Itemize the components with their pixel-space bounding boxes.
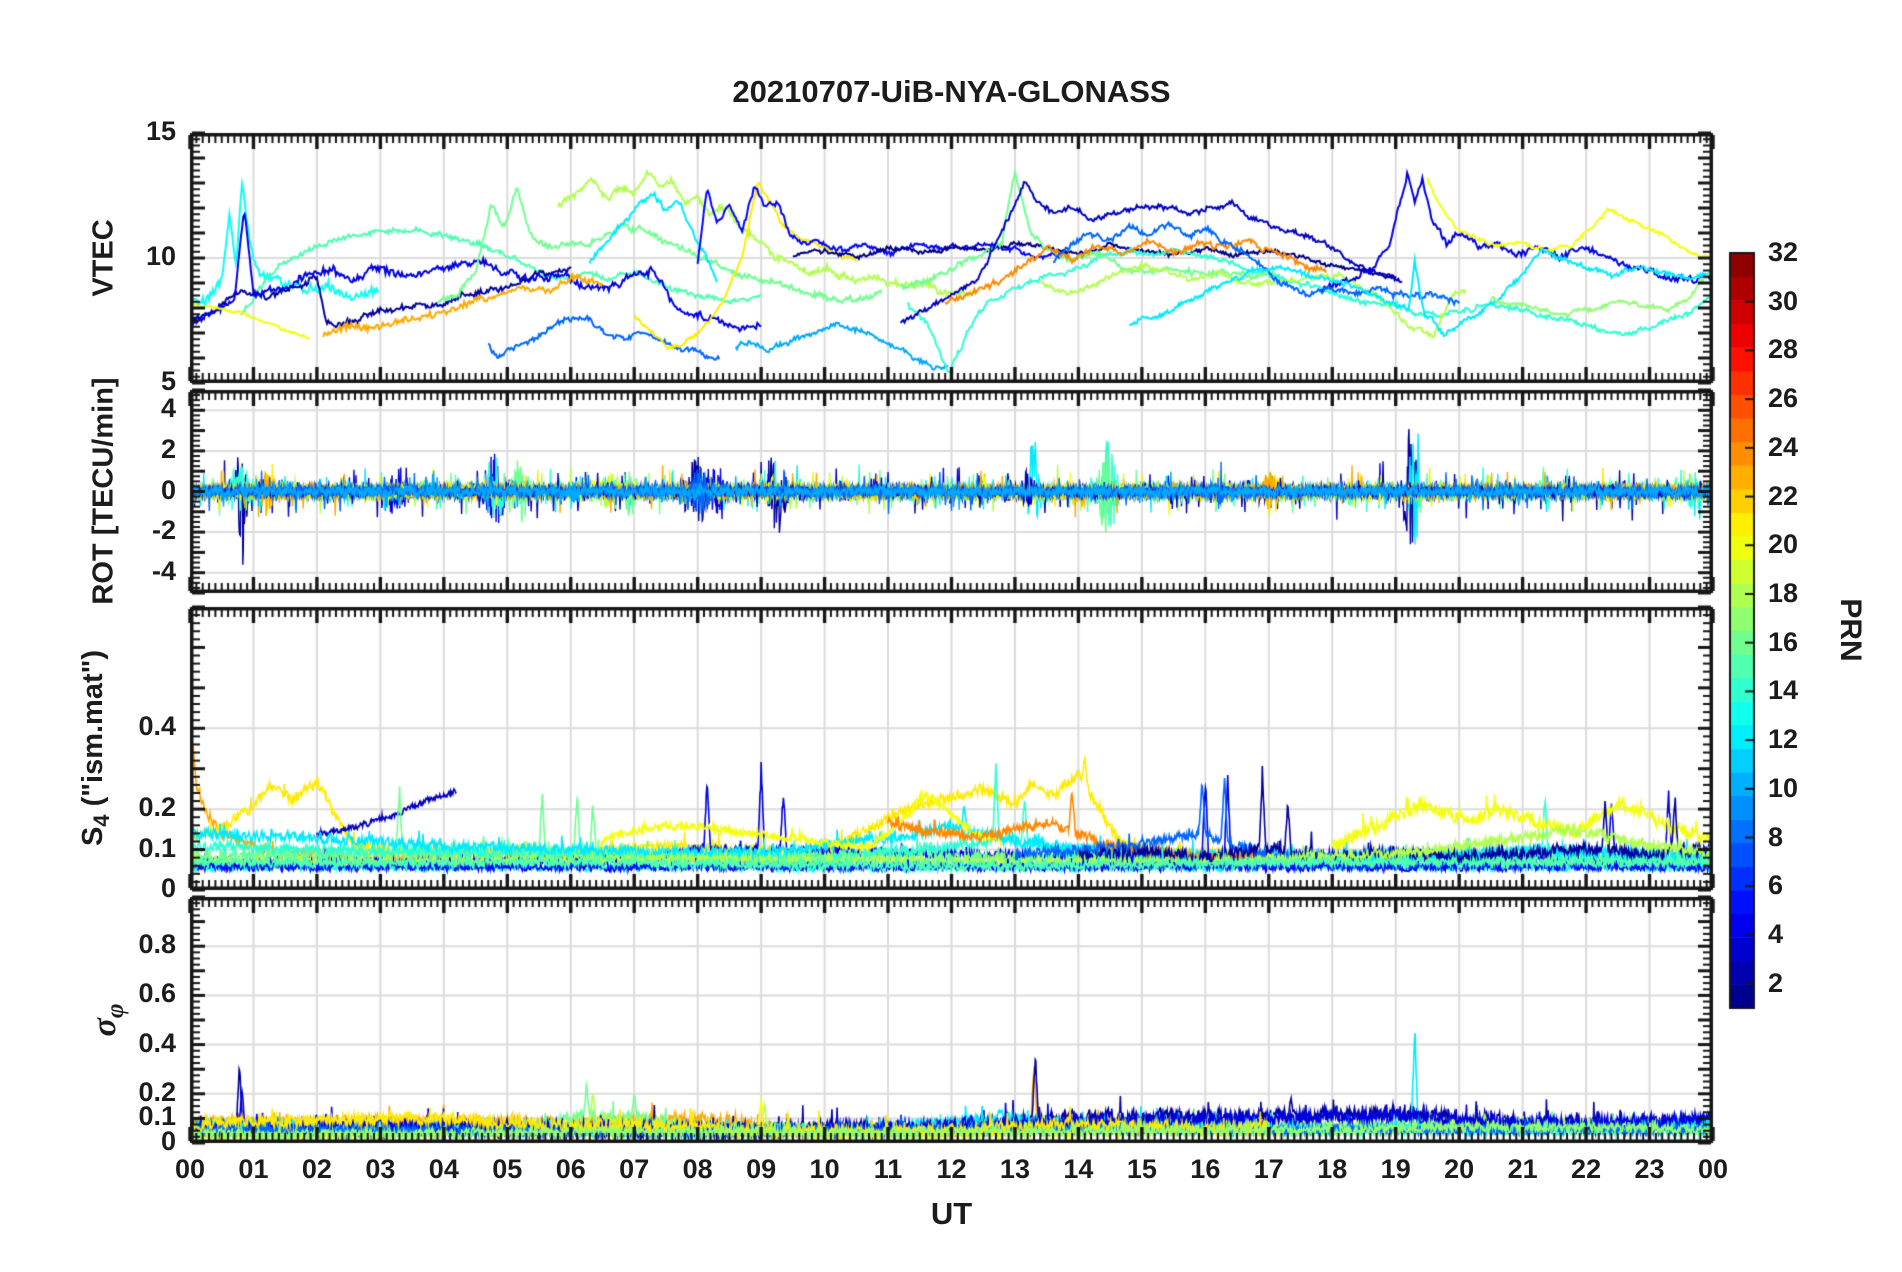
colorbar-tick-label: 4: [1768, 918, 1784, 949]
colorbar-tick-label: 10: [1768, 772, 1799, 803]
y-tick-label-rot: 2: [160, 433, 176, 464]
y-tick-label-s4: 0.2: [138, 792, 176, 823]
x-tick-label: 00: [1697, 1154, 1729, 1184]
colorbar-tick-label: 28: [1768, 334, 1799, 365]
x-tick-label: 23: [1634, 1154, 1665, 1184]
x-tick-label: 16: [1190, 1154, 1221, 1184]
x-tick-label: 22: [1571, 1154, 1602, 1184]
x-tick-label: 04: [428, 1154, 459, 1184]
colorbar-tick-label: 2: [1768, 967, 1784, 998]
y-tick-label-s4: 0: [160, 873, 176, 903]
colorbar-tick-label: 12: [1768, 724, 1799, 755]
x-tick-label: 09: [746, 1154, 777, 1184]
x-tick-label: 00: [174, 1154, 206, 1184]
colorbar-tick-label: 32: [1768, 237, 1799, 267]
y-tick-label-sigma_phi: 0.6: [138, 978, 176, 1009]
colorbar-tick-label: 20: [1768, 529, 1799, 560]
colorbar-label: PRN: [1834, 598, 1867, 662]
y-tick-label-sigma_phi: 0: [160, 1126, 176, 1156]
y-tick-label-rot: 4: [160, 393, 176, 424]
colorbar-tick-label: 22: [1768, 480, 1799, 511]
colorbar-tick-label: 18: [1768, 577, 1799, 608]
x-tick-label: 12: [936, 1154, 967, 1184]
x-tick-label: 01: [238, 1154, 269, 1184]
x-tick-label: 19: [1380, 1154, 1411, 1184]
x-tick-label: 21: [1507, 1154, 1538, 1184]
y-tick-label-rot: -2: [151, 515, 176, 546]
colorbar-tick-label: 16: [1768, 626, 1799, 657]
y-tick-label-s4: 0.1: [138, 832, 176, 863]
x-tick-label: 15: [1126, 1154, 1157, 1184]
x-tick-label: 05: [492, 1154, 523, 1184]
y-tick-label-rot: -4: [151, 555, 176, 586]
x-tick-label: 18: [1317, 1154, 1348, 1184]
y-tick-label-s4: 0.4: [138, 711, 176, 742]
x-tick-label: 07: [619, 1154, 650, 1184]
colorbar-tick-label: 8: [1768, 821, 1784, 852]
x-tick-label: 08: [682, 1154, 713, 1184]
y-tick-label-sigma_phi: 0.8: [138, 929, 176, 960]
x-tick-label: 11: [873, 1154, 903, 1184]
x-tick-label: 02: [301, 1154, 332, 1184]
y-tick-label-sigma_phi: 0.2: [138, 1076, 176, 1107]
colorbar-tick-label: 24: [1768, 431, 1799, 462]
y-tick-label-sigma_phi: 0.1: [138, 1101, 176, 1132]
y-tick-label-vtec: 15: [145, 116, 176, 146]
y-tick-label-sigma_phi: 0.4: [138, 1027, 176, 1058]
colorbar-tick-label: 14: [1768, 675, 1799, 706]
x-tick-label: 20: [1444, 1154, 1475, 1184]
y-tick-label-vtec: 5: [160, 366, 176, 396]
chart-title: 20210707-UiB-NYA-GLONASS: [732, 74, 1171, 109]
y-tick-label-vtec: 10: [145, 241, 176, 271]
x-tick-label: 03: [365, 1154, 396, 1184]
y-tick-label-rot: 0: [160, 474, 176, 505]
colorbar-tick-label: 30: [1768, 285, 1799, 316]
x-tick-label: 10: [809, 1154, 840, 1184]
x-axis-label: UT: [930, 1196, 973, 1231]
x-tick-label: 06: [555, 1154, 586, 1184]
colorbar-tick-label: 6: [1768, 870, 1784, 901]
x-tick-label: 14: [1063, 1154, 1094, 1184]
colorbar-tick-label: 26: [1768, 383, 1799, 414]
x-tick-label: 17: [1253, 1154, 1284, 1184]
x-tick-label: 13: [999, 1154, 1030, 1184]
